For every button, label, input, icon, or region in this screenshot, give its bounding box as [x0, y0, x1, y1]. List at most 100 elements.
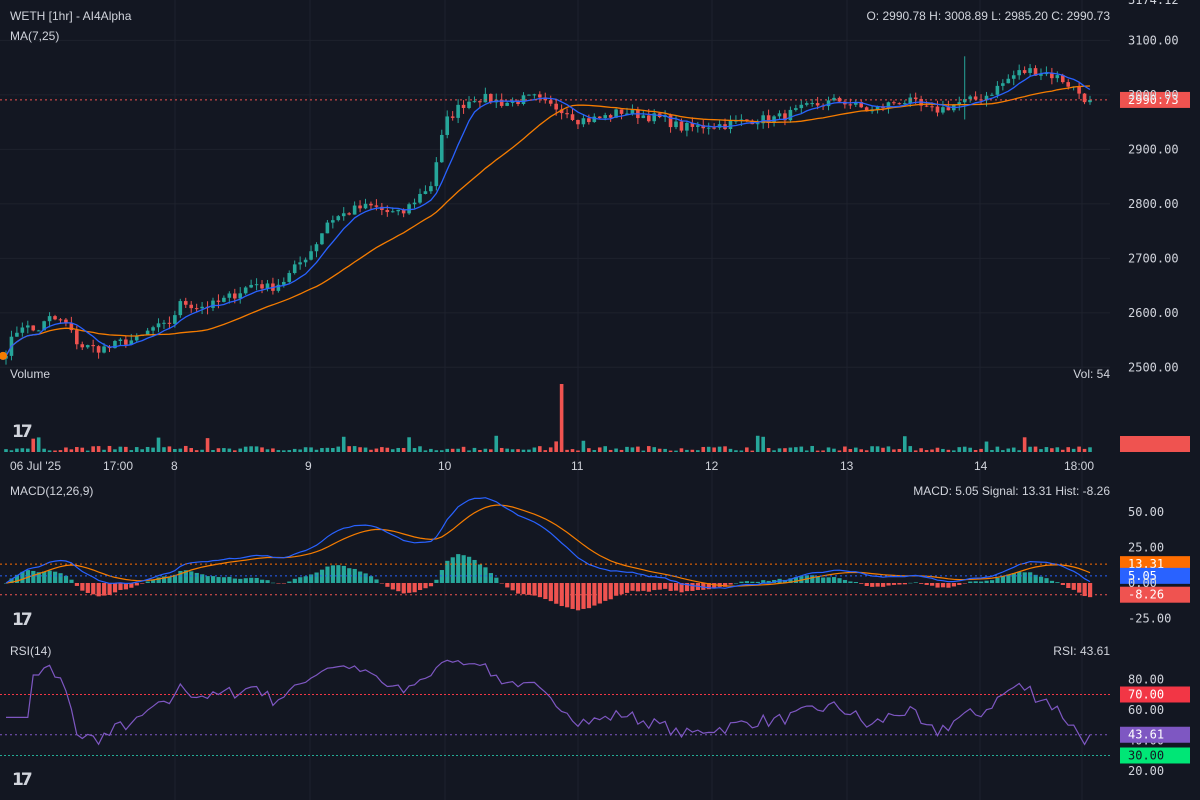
macd-histogram-bar [347, 568, 352, 583]
volume-bar [472, 447, 477, 452]
macd-histogram-bar [706, 583, 711, 590]
volume-bar [712, 447, 716, 452]
candle-body [418, 193, 422, 203]
macd-histogram-bar [450, 557, 455, 583]
candle-body [1060, 75, 1065, 83]
macd-histogram-bar [908, 582, 913, 584]
candle-body [766, 115, 771, 123]
candle-body [826, 100, 831, 107]
macd-histogram-bar [363, 573, 368, 583]
volume-bar [102, 449, 106, 452]
candle-body [559, 109, 564, 114]
macd-histogram-bar [684, 583, 690, 592]
candle-body [309, 251, 313, 260]
volume-bar [412, 448, 417, 452]
macd-histogram-bar [1033, 574, 1038, 583]
volume-bar [630, 447, 635, 452]
volume-bar [843, 446, 847, 452]
macd-tick-label: 50.00 [1128, 505, 1164, 519]
macd-histogram-bar [864, 583, 869, 586]
volume-bar [505, 448, 509, 452]
candle-body [674, 121, 678, 128]
candle-body [554, 103, 558, 110]
macd-histogram-bar [85, 583, 90, 593]
macd-histogram-bar [439, 570, 444, 583]
macd-histogram-bar [189, 571, 194, 583]
candle-body [777, 113, 782, 117]
candle-body [761, 115, 765, 124]
macd-histogram-bar [510, 583, 515, 591]
x-tick-label: 13 [840, 459, 854, 473]
macd-histogram-bar [428, 583, 434, 587]
macd-histogram-bar [314, 572, 319, 583]
candle-body [1011, 75, 1016, 79]
axes: 2990.73 3174.12 3100.00 3000.00 2900.00 2800.… [10, 0, 1190, 778]
volume-bar [750, 450, 755, 452]
candle-body [864, 107, 869, 112]
candle-body [287, 273, 292, 282]
candle-body [1039, 74, 1043, 76]
macd-tick-label: -25.00 [1128, 611, 1171, 625]
macd-histogram-bar [205, 576, 210, 583]
volume-bar [107, 445, 112, 452]
macd-histogram-bar [902, 583, 907, 585]
volume-bar [369, 449, 373, 452]
macd-histogram-bar [1044, 578, 1049, 583]
volume-bar [919, 448, 923, 452]
volume-bar [260, 447, 264, 452]
macd-histogram-bar [755, 581, 760, 583]
volume-bar [581, 440, 586, 452]
candle-body [984, 95, 989, 101]
candle-body [439, 134, 444, 163]
macd-histogram-bar [739, 581, 744, 583]
volume-bar [249, 446, 253, 452]
candle-body [712, 127, 716, 129]
candle-body [1006, 78, 1011, 84]
candle-body [1055, 75, 1060, 79]
volume-bar [734, 450, 738, 452]
macd-histogram-bar [1082, 583, 1087, 597]
candle-body [859, 102, 864, 108]
macd-histogram-bar [924, 583, 929, 585]
volume-bar [1060, 449, 1065, 452]
volume-bar [864, 450, 869, 452]
volume-bar [701, 446, 706, 452]
candle-body [36, 330, 41, 332]
macd-histogram-bar [793, 577, 799, 583]
macd-histogram-bar [635, 583, 641, 592]
volume-bar [516, 449, 520, 452]
candle-body [423, 191, 428, 194]
volume-bar [134, 447, 139, 452]
macd-histogram-bar [336, 565, 341, 583]
candle-body [608, 115, 613, 118]
macd-histogram-bar [646, 583, 651, 592]
candle-body [396, 209, 401, 212]
volume-bar [995, 446, 1000, 452]
macd-histogram-bar [521, 583, 526, 595]
macd-histogram-bar [276, 583, 281, 584]
candle-body [336, 216, 341, 221]
candle-body [429, 186, 433, 192]
macd-histogram-bar [592, 583, 597, 606]
candle-body [467, 101, 471, 108]
candle-body [445, 116, 450, 135]
volume-bar [450, 448, 455, 452]
macd-histogram-bar [935, 583, 940, 588]
volume-bar [85, 450, 90, 452]
volume-bar [352, 446, 357, 452]
macd-histogram-bar [145, 581, 150, 583]
candle-body [42, 321, 46, 331]
macd-histogram-bar [488, 573, 494, 583]
candle-body [1088, 99, 1092, 103]
volume-bar [739, 450, 744, 452]
volume-bar [243, 446, 248, 452]
volume-bar [717, 446, 722, 452]
candle-body [995, 85, 1000, 95]
macd-histogram-bar [260, 579, 265, 583]
candle-body [679, 121, 684, 131]
volume-bar [461, 446, 466, 452]
macd-histogram-bar [172, 574, 178, 583]
volume-bar [4, 449, 8, 452]
volume-bar [614, 448, 618, 452]
x-tick-label: 11 [571, 459, 584, 473]
